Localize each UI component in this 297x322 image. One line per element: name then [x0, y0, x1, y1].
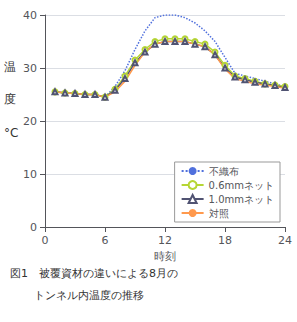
svg-text:時刻: 時刻 — [154, 250, 176, 263]
svg-text:40: 40 — [23, 9, 37, 22]
svg-text:0: 0 — [30, 221, 37, 234]
svg-text:20: 20 — [23, 115, 37, 128]
svg-text:トンネル内温度の推移: トンネル内温度の推移 — [34, 289, 144, 302]
svg-text:24: 24 — [278, 234, 292, 247]
svg-text:対照: 対照 — [209, 208, 229, 219]
svg-text:12: 12 — [158, 234, 172, 247]
svg-text:10: 10 — [23, 168, 37, 181]
svg-text:図1 被覆資材の違いによる8月の: 図1 被覆資材の違いによる8月の — [10, 267, 178, 280]
svg-text:18: 18 — [218, 234, 232, 247]
svg-text:1.0mmネット: 1.0mmネット — [209, 194, 274, 205]
svg-text:温: 温 — [4, 60, 16, 74]
svg-text:6: 6 — [102, 234, 109, 247]
svg-text:度: 度 — [4, 92, 16, 106]
svg-text:30: 30 — [23, 62, 37, 75]
svg-text:0: 0 — [42, 234, 49, 247]
svg-text:0.6mmネット: 0.6mmネット — [209, 180, 274, 191]
svg-text:不織布: 不織布 — [209, 166, 239, 177]
svg-text:°C: °C — [4, 126, 18, 140]
